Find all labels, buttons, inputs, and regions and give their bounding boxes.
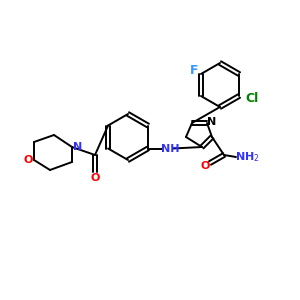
Text: NH: NH [161,143,179,154]
Text: F: F [190,64,198,77]
Text: N: N [74,142,82,152]
Text: Cl: Cl [245,92,259,104]
Text: O: O [200,161,210,171]
Text: O: O [23,155,33,165]
Text: N: N [207,117,217,127]
Text: O: O [90,173,100,183]
Text: NH$_2$: NH$_2$ [235,150,259,164]
